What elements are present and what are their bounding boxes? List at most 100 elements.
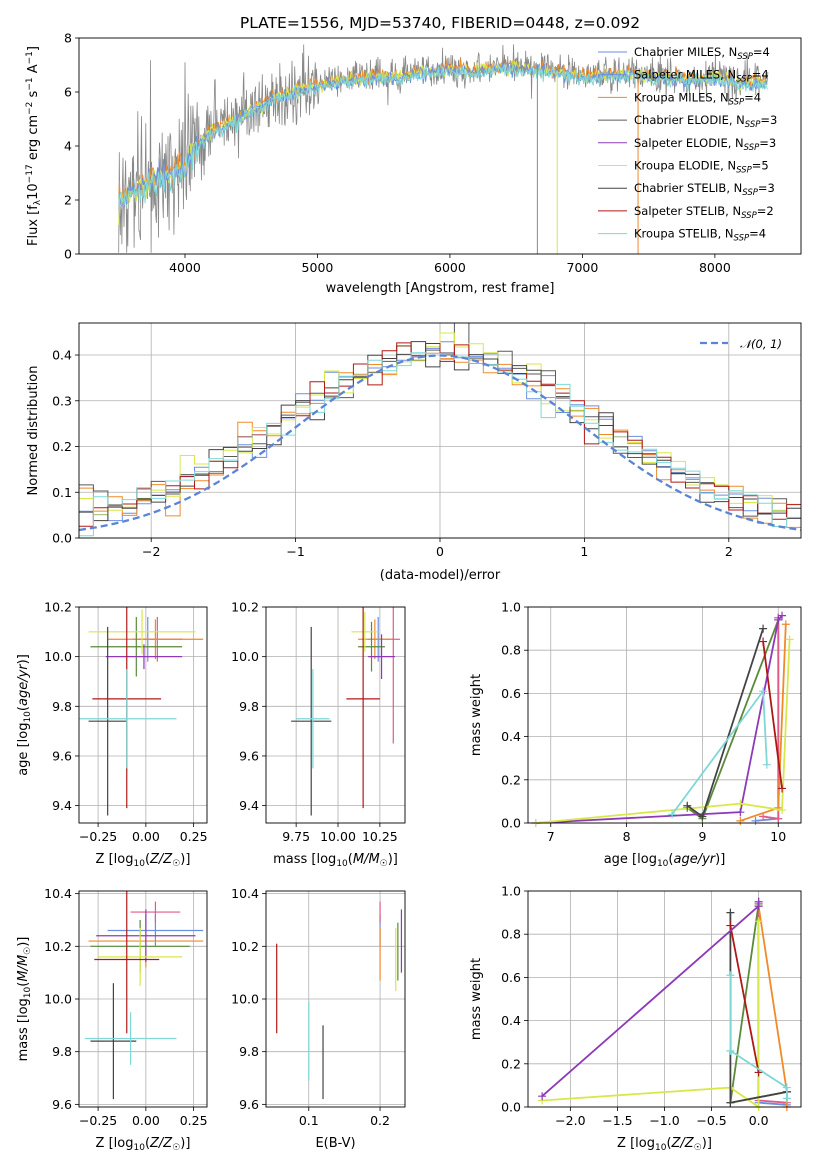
label-part: )] <box>180 1136 190 1151</box>
y-tick-label: 10.4 <box>231 886 259 901</box>
weight-path <box>535 639 791 824</box>
weight-line <box>538 897 763 1101</box>
errorbar <box>105 644 183 670</box>
label-part: mass [log <box>16 998 31 1061</box>
x-axis-label: Z [log10(Z/Z☉)] <box>96 1136 191 1153</box>
mass_vs_ebv-panel: 0.1 0.2 9.6 9.8 10.0 10.2 10.4 E(B-V) <box>231 886 406 1151</box>
mass_vs_Z-panel: −0.25 0.00 0.259.69.810.010.210.4Z [log10(… <box>16 886 208 1153</box>
weight-marker <box>668 810 677 819</box>
y-tick-label: 0.6 <box>501 970 521 985</box>
weight-line <box>736 620 790 825</box>
x-tick-label: 6000 <box>434 260 466 275</box>
legend-label-main: Chabrier ELODIE, N <box>634 113 745 127</box>
legend-label-tail: =5 <box>752 159 769 173</box>
y-tick-label: 0.2 <box>501 772 521 787</box>
weight-marker <box>762 760 771 769</box>
errorbar <box>368 634 395 679</box>
label-part: ☉ <box>380 859 388 869</box>
legend-label-sub: SSP <box>734 234 750 244</box>
legend-label-sub: SSP <box>729 97 745 107</box>
weight-path <box>757 905 788 1107</box>
x-tick-label: 1 <box>580 544 588 559</box>
label-part: Flux [f <box>26 205 41 246</box>
label-part: λ <box>33 199 43 205</box>
axes-frame <box>265 606 406 824</box>
label-part: Z/Z <box>671 1136 695 1151</box>
x-axis-label: wavelength [Angstrom, rest frame] <box>326 281 555 296</box>
label-part: age/yr <box>673 852 716 867</box>
x-tick-label: 10 <box>770 829 786 844</box>
y-tick-label: 0.0 <box>501 816 521 831</box>
weight-marker <box>726 1098 735 1107</box>
x-axis-label: age [log10(age/yr)] <box>604 852 726 869</box>
errorbar <box>296 669 330 769</box>
legend-label: Chabrier STELIB, NSSP=3 <box>634 181 775 198</box>
x-tick-label: −2 <box>142 544 160 559</box>
label-part: ☉ <box>172 859 180 869</box>
legend-label: Kroupa STELIB, NSSP=4 <box>634 227 766 244</box>
legend: Chabrier MILES, NSSP=4 Salpeter MILES, N S… <box>598 45 777 244</box>
y-tick-label: 0.2 <box>501 1056 521 1071</box>
y-tick-label: 10.0 <box>231 992 259 1007</box>
weight-line <box>668 687 771 819</box>
weight-marker <box>785 635 794 644</box>
x-tick-label: −1.0 <box>649 1113 679 1128</box>
legend-label-tail: =3 <box>758 181 775 195</box>
y-tick-label: 10.4 <box>44 886 72 901</box>
errorbar <box>358 621 385 672</box>
legend-label-main: Kroupa ELODIE, N <box>634 159 736 173</box>
y-tick-label: 9.6 <box>239 748 259 763</box>
label-part: 10 <box>23 711 33 723</box>
weight-marker <box>736 816 745 825</box>
x-tick-label: 0.25 <box>180 829 208 844</box>
y-tick-label: 1.0 <box>501 600 521 615</box>
legend-label-main: Kroupa STELIB, N <box>634 227 734 241</box>
normal-curve <box>79 354 801 532</box>
age_vs_mass-panel: 9.75 10.00 10.25 9.4 9.6 9.8 10.0 10.2 mass [log… <box>231 600 406 869</box>
legend-label-sub: SSP <box>742 188 758 198</box>
weight-marker <box>751 816 760 825</box>
weight-line <box>754 902 791 1111</box>
x-tick-label: 2 <box>725 544 733 559</box>
weight-line <box>683 615 783 823</box>
x-axis-label: Z [log10(Z/Z☉)] <box>96 852 191 869</box>
weight-marker <box>778 806 787 815</box>
weight-line <box>683 624 768 821</box>
legend-label: Chabrier MILES, NSSP=4 <box>634 45 770 62</box>
legend-label-main: Chabrier MILES, N <box>634 45 737 59</box>
errorbar <box>88 609 196 655</box>
errorbars <box>79 607 204 816</box>
weight-path <box>762 641 783 789</box>
label-part: Z [log <box>617 1136 655 1151</box>
x-tick-label: 9 <box>698 829 706 844</box>
weight-marker <box>754 917 763 926</box>
y-tick-label: 10.2 <box>44 600 72 615</box>
label-part: −17 <box>25 164 35 183</box>
weight_vs_Z-panel: −2.0 −1.5 −1.0 −0.5 0.0 0.0 0.2 0.4 0.6 0.8 1.0 Z [… <box>469 884 802 1153</box>
x-tick-label: −0.25 <box>79 829 117 844</box>
y-tick-label: 0.8 <box>501 643 521 658</box>
label-part: mass [log <box>273 852 336 867</box>
weight-marker <box>736 799 745 808</box>
label-part: 10 <box>26 183 41 200</box>
y-tick-label: 0.4 <box>52 348 72 363</box>
legend-label: 𝒩(0, 1) <box>740 337 782 351</box>
weight-marker <box>538 1092 547 1101</box>
label-part: )] <box>702 1136 712 1151</box>
y-tick-label: 10.2 <box>231 939 259 954</box>
label-part: Z/Z <box>149 1136 173 1151</box>
y-tick-label: 0 <box>64 247 72 262</box>
x-tick-label: 7000 <box>567 260 599 275</box>
label-part: 10 <box>23 986 33 998</box>
errorbar <box>346 607 380 809</box>
y-tick-label: 6 <box>64 85 72 100</box>
weight-line <box>759 637 787 793</box>
label-part: age/yr <box>16 663 31 706</box>
errorbar <box>291 626 332 816</box>
label-part: Z [log <box>96 1136 134 1151</box>
legend-label-main: Salpeter MILES, N <box>634 68 736 82</box>
y-axis-label: Normed distribution <box>26 366 41 496</box>
x-tick-label: 0.0 <box>749 1113 769 1128</box>
x-axis-label: mass [log10(M/M☉)] <box>273 852 398 869</box>
label-part: −1 <box>25 51 35 64</box>
